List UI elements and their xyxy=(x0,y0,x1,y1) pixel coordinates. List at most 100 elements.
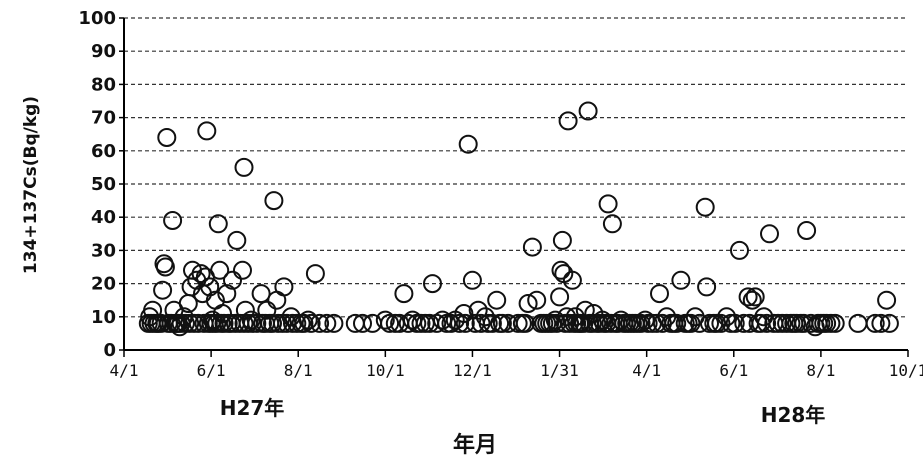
y-tick-label: 70 xyxy=(91,108,116,129)
y-ticks: 0 10 20 30 40 50 60 70 80 90 100 xyxy=(78,8,124,361)
data-point xyxy=(450,313,470,333)
data-point xyxy=(324,313,344,333)
data-point xyxy=(652,313,672,333)
data-point xyxy=(558,111,578,131)
data-point xyxy=(877,290,897,310)
data-point xyxy=(441,313,461,333)
data-point xyxy=(550,287,570,307)
data-point xyxy=(757,313,777,333)
data-point xyxy=(153,280,173,300)
data-point xyxy=(233,260,252,280)
data-point xyxy=(161,313,181,333)
data-point xyxy=(738,287,758,307)
x-tick-label: 4/1 xyxy=(110,361,139,380)
data-point xyxy=(768,313,788,333)
data-point xyxy=(157,128,177,147)
data-point xyxy=(797,221,817,240)
x-tick-label: 8/1 xyxy=(806,361,835,380)
data-point xyxy=(711,313,731,333)
data-point xyxy=(197,121,217,141)
data-point xyxy=(578,101,598,121)
year-label-h28: H28年 xyxy=(761,403,826,427)
y-tick-label: 30 xyxy=(91,240,116,261)
x-tick-label: 10/1 xyxy=(889,361,923,380)
data-point xyxy=(555,313,575,333)
data-point xyxy=(490,313,510,333)
data-point xyxy=(468,300,488,320)
data-point xyxy=(598,194,618,214)
data-point xyxy=(188,313,208,333)
data-point xyxy=(423,274,442,294)
data-point xyxy=(143,300,163,320)
data-point xyxy=(760,224,779,244)
x-tick-label: 6/1 xyxy=(197,361,226,380)
data-point xyxy=(247,313,267,333)
data-point xyxy=(380,313,400,333)
data-point xyxy=(745,287,765,307)
data-point xyxy=(234,157,254,177)
data-point xyxy=(865,313,885,333)
data-point xyxy=(251,284,271,304)
data-point xyxy=(437,313,457,333)
data-point xyxy=(700,313,719,333)
data-point xyxy=(811,313,831,333)
y-tick-label: 20 xyxy=(91,274,116,295)
data-point xyxy=(631,313,651,333)
data-point xyxy=(508,313,528,333)
plot-points xyxy=(138,101,899,337)
x-axis-title: 年月 xyxy=(453,432,497,458)
data-point xyxy=(518,294,538,313)
data-point xyxy=(551,260,571,280)
data-point xyxy=(294,313,314,333)
data-point xyxy=(223,270,242,290)
x-tick-label: 1/31 xyxy=(540,361,579,380)
data-point xyxy=(462,270,482,290)
data-point xyxy=(638,313,658,333)
data-point xyxy=(191,264,211,284)
y-tick-label: 80 xyxy=(91,74,116,95)
data-point xyxy=(871,313,891,333)
data-point xyxy=(375,310,395,330)
data-point xyxy=(695,197,715,217)
data-point xyxy=(825,313,845,333)
y-tick-label: 60 xyxy=(91,141,116,162)
data-point xyxy=(394,284,414,304)
gridlines xyxy=(124,17,908,318)
data-point xyxy=(398,313,418,333)
data-point xyxy=(301,313,321,333)
data-point xyxy=(522,237,542,257)
data-point xyxy=(283,313,302,333)
data-point xyxy=(667,313,687,333)
data-point xyxy=(155,257,175,277)
data-point xyxy=(681,313,701,333)
data-point xyxy=(163,211,183,230)
data-point xyxy=(273,313,292,333)
y-tick-label: 100 xyxy=(78,8,116,29)
year-label-h27: H27年 xyxy=(220,396,285,420)
x-tick-label: 4/1 xyxy=(632,361,661,380)
data-point xyxy=(482,313,502,333)
data-point xyxy=(821,313,841,333)
data-point xyxy=(227,230,247,250)
y-tick-label: 40 xyxy=(91,207,116,228)
x-ticks: 4/1 6/1 8/1 10/1 12/1 1/31 4/1 6/1 8/1 10/1 xyxy=(110,350,923,380)
data-point xyxy=(562,270,582,290)
data-point xyxy=(353,313,372,333)
data-point xyxy=(454,304,474,323)
y-tick-label: 0 xyxy=(103,340,116,361)
data-point xyxy=(697,277,717,297)
data-point xyxy=(552,230,572,250)
data-point xyxy=(725,313,745,333)
data-point xyxy=(567,313,587,333)
data-point xyxy=(287,313,307,333)
data-point xyxy=(455,313,475,333)
x-tick-label: 10/1 xyxy=(366,361,405,380)
x-tick-label: 6/1 xyxy=(719,361,748,380)
y-tick-label: 10 xyxy=(91,307,116,328)
data-point xyxy=(620,313,639,333)
data-point xyxy=(772,313,792,333)
data-point xyxy=(487,290,507,310)
data-point xyxy=(784,313,804,333)
data-point xyxy=(471,313,491,333)
